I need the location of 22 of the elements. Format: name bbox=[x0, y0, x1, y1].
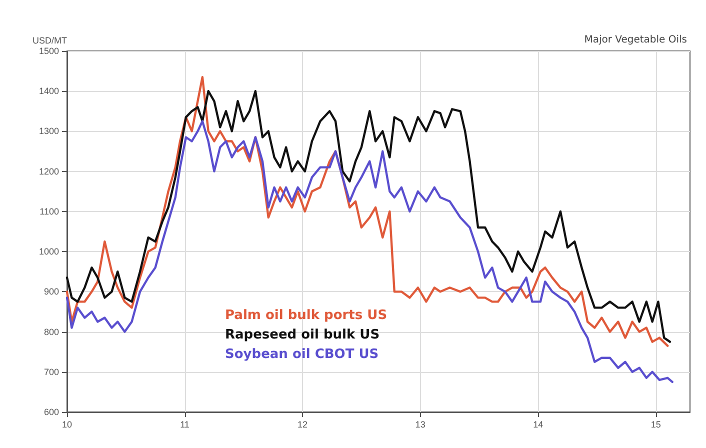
y-axis-title: USD/MT bbox=[32, 36, 68, 46]
chart-subtitle: Major Vegetable Oils bbox=[584, 34, 688, 46]
x-tick-label: 10 bbox=[62, 420, 72, 430]
y-tick-label: 1500 bbox=[38, 46, 59, 56]
x-tick-label: 15 bbox=[650, 420, 661, 430]
y-tick-label: 1000 bbox=[38, 246, 59, 257]
line-series bbox=[66, 120, 674, 384]
y-tick-label: 900 bbox=[44, 286, 59, 297]
y-tick-label: 1400 bbox=[38, 86, 59, 96]
y-tick-label: 1100 bbox=[40, 206, 59, 216]
x-tick-label: 14 bbox=[533, 420, 544, 430]
y-tick-label: 700 bbox=[44, 366, 59, 377]
series-label: Palm oil bulk ports US bbox=[225, 308, 388, 323]
x-tick-label: 11 bbox=[180, 420, 190, 430]
x-tick-label: 13 bbox=[415, 420, 426, 430]
text: Soybean oil CBOT US bbox=[225, 347, 379, 362]
y-tick-label: 1300 bbox=[38, 126, 59, 136]
y-tick-label: 800 bbox=[44, 326, 59, 337]
x-tick-label: 12 bbox=[298, 420, 308, 430]
y-tick-label: 600 bbox=[44, 407, 59, 417]
y-tick-label: 1200 bbox=[38, 166, 59, 176]
text: Rapeseed oil bulk US bbox=[225, 328, 380, 342]
